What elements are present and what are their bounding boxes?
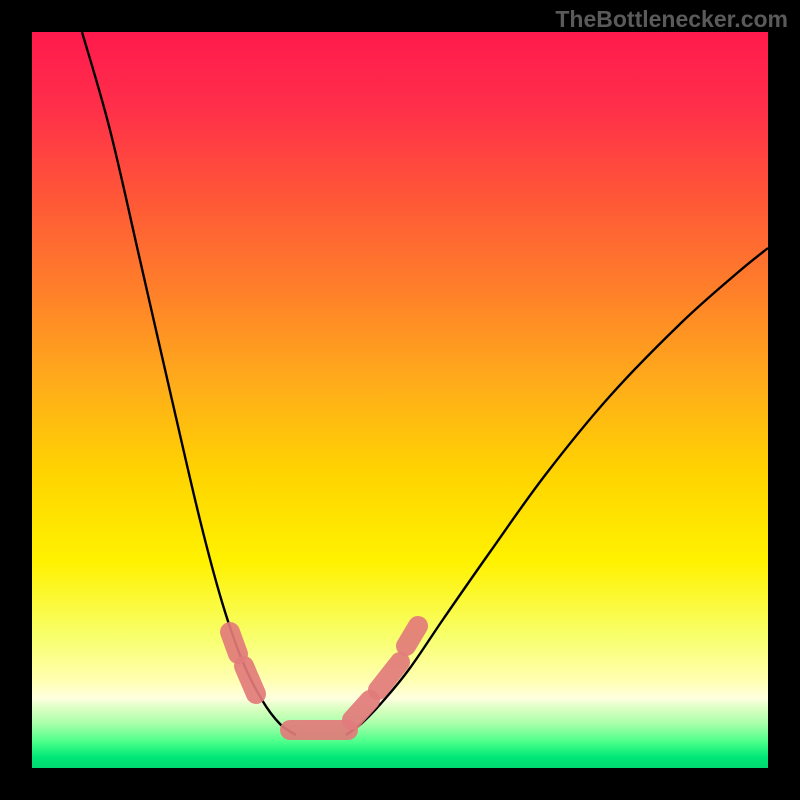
marker-segment [352,700,370,720]
chart-svg [0,0,800,800]
watermark-text: TheBottlenecker.com [555,6,788,33]
marker-segment [244,666,256,694]
marker-segment [406,626,418,646]
marker-segment [230,632,238,654]
curve-left [82,32,296,735]
chart-container: TheBottlenecker.com [0,0,800,800]
